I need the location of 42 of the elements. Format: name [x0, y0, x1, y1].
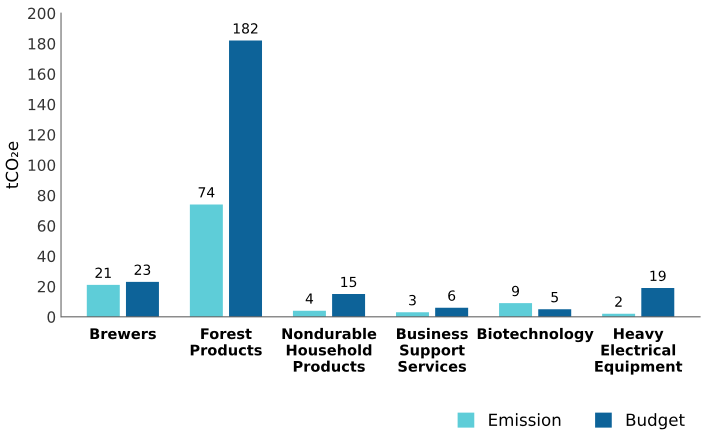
y-tick-label: 160	[28, 68, 56, 80]
bar	[126, 282, 159, 317]
y-tick-label: 40	[37, 250, 56, 262]
y-axis-title: tCO₂e	[6, 142, 18, 189]
bar	[435, 308, 468, 317]
data-label: 21	[95, 268, 111, 278]
bar	[190, 204, 223, 317]
data-label: 3	[409, 294, 416, 306]
y-tick-label: 20	[38, 280, 56, 292]
data-label: 15	[341, 276, 356, 288]
data-label: 2	[615, 296, 622, 307]
data-label: 6	[448, 290, 456, 301]
bar	[538, 309, 572, 317]
data-label: 4	[306, 294, 314, 304]
legend-label: Budget	[626, 413, 685, 430]
legend-label: Emission	[489, 413, 560, 426]
bar	[641, 288, 674, 317]
y-tick-label: 100	[28, 159, 56, 172]
bar	[499, 303, 532, 317]
x-tick-label: Forest Products	[190, 328, 262, 356]
x-tick-label: Brewers	[90, 328, 156, 340]
y-tick-label: 200	[28, 8, 56, 20]
y-tick-label: 0	[47, 311, 56, 323]
bar	[229, 40, 262, 317]
data-label: 9	[512, 286, 519, 296]
x-tick-label: Nondurable Household Products	[282, 328, 376, 372]
data-label: 182	[234, 23, 258, 34]
y-tick-label: 140	[28, 98, 56, 110]
data-label: 19	[650, 270, 666, 282]
bar	[86, 284, 120, 317]
x-tick-label: Business Support Services	[397, 328, 468, 372]
y-tick-label: 180	[28, 38, 56, 50]
y-tick-label: 80	[38, 190, 56, 202]
y-tick-label: 120	[28, 129, 56, 141]
bar	[332, 294, 366, 317]
data-label: 5	[551, 292, 558, 302]
bar	[292, 310, 326, 317]
x-tick-label: Heavy Electrical Equipment	[595, 328, 682, 375]
data-label: 23	[134, 264, 150, 276]
y-tick-label: 60	[38, 220, 56, 232]
data-label: 74	[198, 187, 214, 198]
x-tick-label: Biotechnology	[478, 328, 594, 342]
